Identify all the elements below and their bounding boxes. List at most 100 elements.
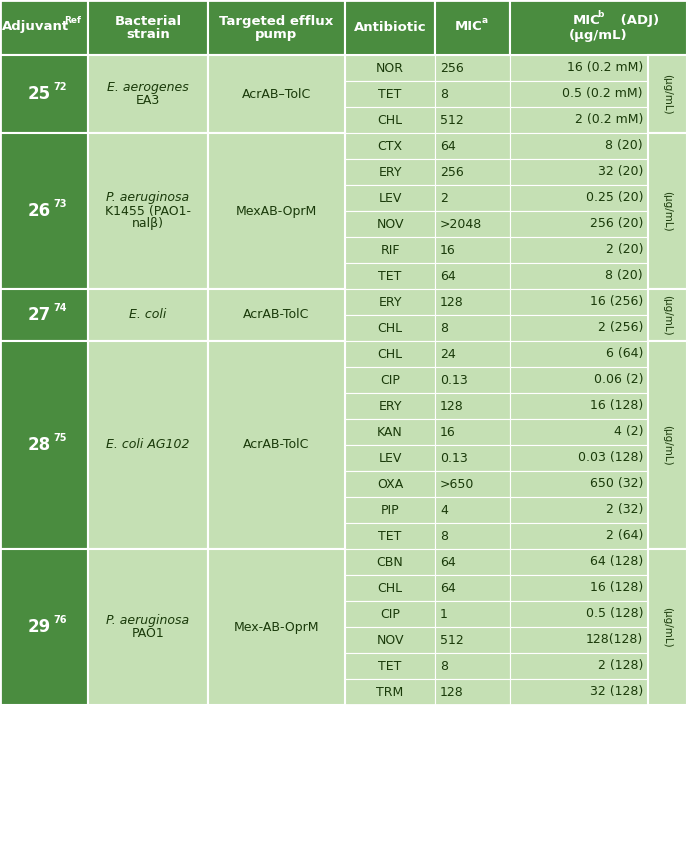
Text: 128: 128 bbox=[440, 399, 464, 412]
Text: RIF: RIF bbox=[380, 244, 400, 257]
Text: 32 (128): 32 (128) bbox=[589, 685, 643, 698]
Text: 64 (128): 64 (128) bbox=[589, 556, 643, 569]
Bar bbox=[510, 211, 648, 237]
Text: 8: 8 bbox=[440, 87, 448, 100]
Bar bbox=[208, 0, 345, 55]
Bar bbox=[510, 107, 648, 133]
Text: MIC: MIC bbox=[573, 14, 600, 27]
Text: Targeted efflux: Targeted efflux bbox=[219, 15, 334, 28]
Text: 0.13: 0.13 bbox=[440, 452, 468, 465]
Bar bbox=[88, 341, 208, 549]
Bar bbox=[510, 523, 648, 549]
Bar bbox=[208, 549, 345, 705]
Text: MIC: MIC bbox=[455, 20, 482, 33]
Text: 8: 8 bbox=[440, 321, 448, 334]
Text: (μg/mL): (μg/mL) bbox=[662, 295, 673, 335]
Bar bbox=[510, 627, 648, 653]
Bar bbox=[435, 315, 510, 341]
Bar bbox=[435, 679, 510, 705]
Bar bbox=[435, 341, 510, 367]
Bar bbox=[510, 185, 648, 211]
Bar bbox=[345, 575, 435, 601]
Bar bbox=[435, 575, 510, 601]
Text: TET: TET bbox=[379, 270, 402, 283]
Text: a: a bbox=[482, 16, 488, 25]
Bar bbox=[510, 159, 648, 185]
Bar bbox=[345, 81, 435, 107]
Text: 2 (128): 2 (128) bbox=[598, 659, 643, 672]
Text: 74: 74 bbox=[53, 303, 67, 313]
Text: 76: 76 bbox=[53, 615, 67, 625]
Text: NOV: NOV bbox=[376, 218, 404, 231]
Bar bbox=[345, 159, 435, 185]
Text: 64: 64 bbox=[440, 556, 455, 569]
Bar bbox=[648, 133, 687, 289]
Text: 512: 512 bbox=[440, 633, 464, 646]
Text: 4: 4 bbox=[440, 504, 448, 517]
Text: 25: 25 bbox=[27, 85, 51, 103]
Bar bbox=[435, 289, 510, 315]
Text: (μg/mL): (μg/mL) bbox=[662, 191, 673, 232]
Text: CBN: CBN bbox=[376, 556, 403, 569]
Text: (μg/mL): (μg/mL) bbox=[662, 607, 673, 647]
Bar bbox=[208, 289, 345, 341]
Text: 128: 128 bbox=[440, 295, 464, 308]
Bar bbox=[345, 393, 435, 419]
Bar bbox=[345, 237, 435, 263]
Bar bbox=[88, 549, 208, 705]
Bar bbox=[435, 653, 510, 679]
Text: Ref: Ref bbox=[64, 16, 81, 25]
Text: 0.5 (128): 0.5 (128) bbox=[585, 607, 643, 620]
Text: >2048: >2048 bbox=[440, 218, 482, 231]
Text: 28: 28 bbox=[27, 436, 51, 454]
Text: TET: TET bbox=[379, 659, 402, 672]
Bar bbox=[345, 471, 435, 497]
Text: 0.5 (0.2 mM): 0.5 (0.2 mM) bbox=[563, 87, 643, 100]
Text: ERY: ERY bbox=[379, 295, 402, 308]
Text: 16 (256): 16 (256) bbox=[589, 295, 643, 308]
Bar bbox=[345, 289, 435, 315]
Text: Mex-AB-OprM: Mex-AB-OprM bbox=[234, 620, 319, 633]
Text: 8 (20): 8 (20) bbox=[605, 139, 643, 153]
Text: OXA: OXA bbox=[377, 478, 403, 491]
Bar bbox=[435, 601, 510, 627]
Bar bbox=[510, 81, 648, 107]
Text: CHL: CHL bbox=[377, 113, 403, 126]
Bar bbox=[435, 159, 510, 185]
Text: (ADJ): (ADJ) bbox=[616, 14, 660, 27]
Text: 0.13: 0.13 bbox=[440, 373, 468, 386]
Bar bbox=[435, 107, 510, 133]
Text: 8: 8 bbox=[440, 659, 448, 672]
Text: (μg/mL): (μg/mL) bbox=[662, 73, 673, 114]
Bar bbox=[208, 341, 345, 549]
Text: 29: 29 bbox=[27, 618, 51, 636]
Text: 8: 8 bbox=[440, 530, 448, 543]
Text: 2 (32): 2 (32) bbox=[606, 504, 643, 517]
Text: P. aeruginosa: P. aeruginosa bbox=[106, 192, 190, 205]
Text: 2 (256): 2 (256) bbox=[598, 321, 643, 334]
Text: 650 (32): 650 (32) bbox=[589, 478, 643, 491]
Bar bbox=[345, 523, 435, 549]
Bar bbox=[510, 549, 648, 575]
Bar bbox=[510, 575, 648, 601]
Text: MexAB-OprM: MexAB-OprM bbox=[236, 205, 317, 218]
Text: 26: 26 bbox=[27, 202, 51, 220]
Text: b: b bbox=[598, 10, 604, 19]
Text: 27: 27 bbox=[27, 306, 51, 324]
Text: K1455 (PAO1-: K1455 (PAO1- bbox=[105, 205, 191, 218]
Bar bbox=[0, 289, 88, 341]
Text: (μg/mL): (μg/mL) bbox=[662, 425, 673, 466]
Bar bbox=[435, 627, 510, 653]
Bar bbox=[510, 471, 648, 497]
Text: 128(128): 128(128) bbox=[586, 633, 643, 646]
Text: 72: 72 bbox=[53, 82, 67, 92]
Bar bbox=[345, 315, 435, 341]
Text: E. coli AG102: E. coli AG102 bbox=[106, 439, 190, 452]
Text: 128: 128 bbox=[440, 685, 464, 698]
Text: TET: TET bbox=[379, 530, 402, 543]
Bar bbox=[510, 653, 648, 679]
Text: E. aerogenes: E. aerogenes bbox=[107, 81, 189, 94]
Bar bbox=[510, 263, 648, 289]
Text: Bacterial: Bacterial bbox=[115, 15, 181, 28]
Text: 256: 256 bbox=[440, 61, 464, 74]
